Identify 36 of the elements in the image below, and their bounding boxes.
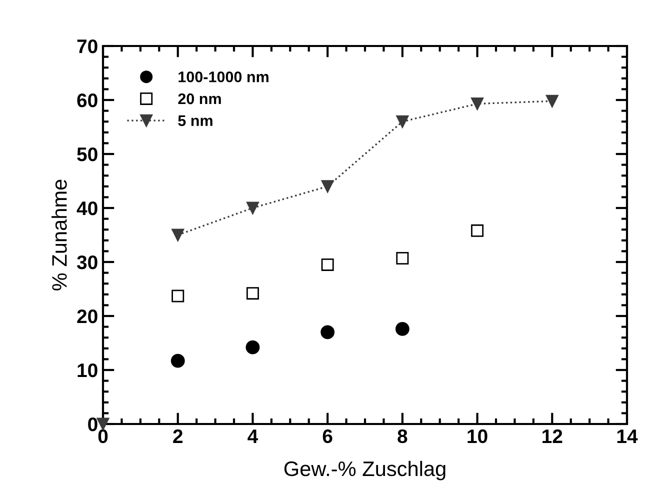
point	[396, 115, 409, 128]
point	[396, 252, 409, 264]
x-tick-label: 2	[173, 429, 182, 443]
point	[246, 340, 260, 354]
x-tick-label: 4	[248, 430, 258, 443]
y-tick-label: 70	[77, 39, 98, 54]
legend-label: 5 nm	[178, 115, 212, 126]
x-tick-label: 0	[98, 429, 108, 444]
point	[170, 354, 185, 368]
y-tick-label: 20	[77, 309, 98, 324]
y-tick-label: 0	[88, 417, 98, 432]
x-tick-label: 14	[617, 430, 638, 443]
point	[395, 322, 410, 336]
point	[172, 290, 184, 302]
y-axis-title: % Zunahme	[52, 180, 67, 290]
x-tick-label: 12	[542, 429, 562, 443]
point	[320, 325, 335, 340]
legend-label: 20 nm	[178, 93, 221, 104]
point	[471, 98, 484, 110]
x-axis-title: Gew.-% Zuschlag	[284, 460, 446, 480]
point	[246, 202, 259, 214]
point	[321, 258, 334, 271]
y-tick-label: 60	[77, 93, 98, 108]
x-tick-label: 10	[468, 429, 488, 444]
y-tick-label: 40	[76, 201, 98, 216]
y-tick-label: 10	[78, 363, 98, 378]
point	[471, 224, 484, 237]
point	[321, 180, 334, 193]
x-tick-label: 6	[322, 429, 332, 444]
y-tick-label: 30	[76, 255, 98, 270]
y-tick-label: 50	[77, 147, 98, 162]
x-tick-label: 8	[398, 429, 408, 444]
point	[246, 287, 259, 300]
point	[546, 94, 558, 108]
point	[172, 228, 184, 242]
legend-label: 100-1000 nm	[178, 71, 268, 82]
